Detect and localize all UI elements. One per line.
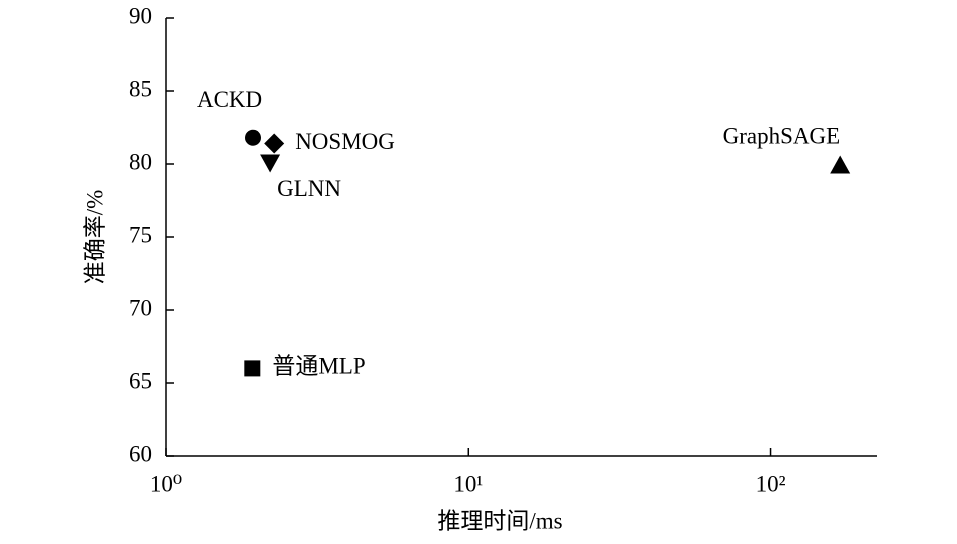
point-label: 普通MLP — [272, 354, 365, 379]
point — [264, 133, 285, 154]
y-tick-label: 85 — [129, 76, 152, 101]
x-tick-label: 10² — [756, 471, 786, 496]
y-tick-label: 65 — [129, 368, 152, 393]
point — [244, 360, 261, 377]
x-tick-label: 10⁰ — [150, 471, 182, 496]
point-label: GLNN — [277, 176, 341, 201]
point-label: ACKD — [197, 87, 262, 112]
x-axis-label: 推理时间/ms — [437, 508, 562, 533]
y-axis-label: 准确率/% — [82, 190, 107, 285]
y-tick-label: 70 — [129, 295, 152, 320]
y-tick-label: 75 — [129, 222, 152, 247]
y-tick-label: 90 — [129, 3, 152, 28]
point — [260, 154, 281, 173]
point — [830, 155, 851, 174]
y-tick-label: 80 — [129, 149, 152, 174]
y-tick-label: 60 — [129, 441, 152, 466]
point-label: GraphSAGE — [723, 124, 841, 149]
x-tick-label: 10¹ — [453, 471, 483, 496]
point-label: NOSMOG — [295, 129, 395, 154]
point — [244, 129, 261, 146]
